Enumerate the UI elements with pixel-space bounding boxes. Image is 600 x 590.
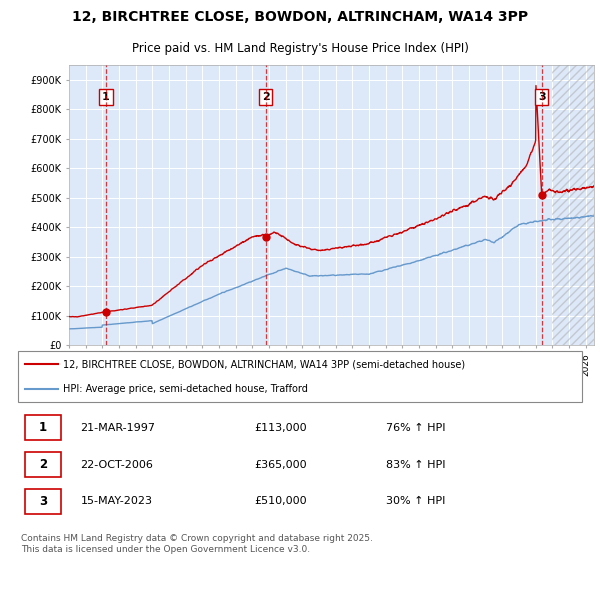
Text: £113,000: £113,000 — [254, 423, 307, 433]
Text: 3: 3 — [39, 495, 47, 508]
Text: Price paid vs. HM Land Registry's House Price Index (HPI): Price paid vs. HM Land Registry's House … — [131, 42, 469, 55]
Text: Contains HM Land Registry data © Crown copyright and database right 2025.
This d: Contains HM Land Registry data © Crown c… — [20, 535, 373, 554]
Text: 83% ↑ HPI: 83% ↑ HPI — [386, 460, 445, 470]
FancyBboxPatch shape — [18, 352, 582, 402]
Text: 3: 3 — [538, 92, 545, 102]
Text: HPI: Average price, semi-detached house, Trafford: HPI: Average price, semi-detached house,… — [64, 384, 308, 394]
Text: 1: 1 — [39, 421, 47, 434]
Text: 1: 1 — [102, 92, 110, 102]
Bar — [553, 65, 594, 345]
Text: 22-OCT-2006: 22-OCT-2006 — [80, 460, 154, 470]
FancyBboxPatch shape — [25, 452, 61, 477]
Bar — [553, 65, 594, 345]
Text: 21-MAR-1997: 21-MAR-1997 — [80, 423, 155, 433]
Text: 12, BIRCHTREE CLOSE, BOWDON, ALTRINCHAM, WA14 3PP: 12, BIRCHTREE CLOSE, BOWDON, ALTRINCHAM,… — [72, 11, 528, 24]
FancyBboxPatch shape — [25, 415, 61, 441]
Text: £365,000: £365,000 — [254, 460, 307, 470]
FancyBboxPatch shape — [25, 489, 61, 514]
Text: 76% ↑ HPI: 76% ↑ HPI — [386, 423, 445, 433]
Text: £510,000: £510,000 — [254, 496, 307, 506]
Text: 15-MAY-2023: 15-MAY-2023 — [80, 496, 152, 506]
Text: 2: 2 — [39, 458, 47, 471]
Text: 12, BIRCHTREE CLOSE, BOWDON, ALTRINCHAM, WA14 3PP (semi-detached house): 12, BIRCHTREE CLOSE, BOWDON, ALTRINCHAM,… — [64, 359, 466, 369]
Text: 2: 2 — [262, 92, 270, 102]
Text: 30% ↑ HPI: 30% ↑ HPI — [386, 496, 445, 506]
